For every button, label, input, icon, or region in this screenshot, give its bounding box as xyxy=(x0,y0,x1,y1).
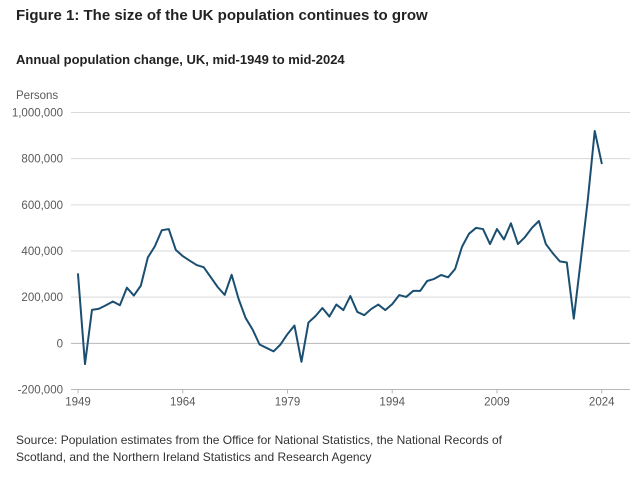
svg-text:400,000: 400,000 xyxy=(21,246,63,258)
svg-text:-200,000: -200,000 xyxy=(18,385,63,397)
svg-text:0: 0 xyxy=(57,338,63,350)
svg-text:1979: 1979 xyxy=(275,397,301,409)
svg-text:600,000: 600,000 xyxy=(21,200,63,212)
svg-text:200,000: 200,000 xyxy=(21,292,63,304)
svg-text:2009: 2009 xyxy=(484,397,510,409)
svg-text:2024: 2024 xyxy=(589,397,615,409)
svg-text:800,000: 800,000 xyxy=(21,154,63,166)
svg-text:1949: 1949 xyxy=(65,397,91,409)
svg-text:1994: 1994 xyxy=(379,397,405,409)
svg-text:1964: 1964 xyxy=(170,397,196,409)
svg-text:1,000,000: 1,000,000 xyxy=(12,108,63,120)
